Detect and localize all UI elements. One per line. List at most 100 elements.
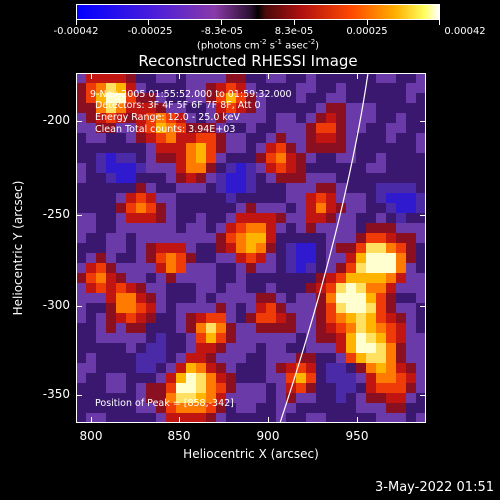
image-pixel bbox=[216, 193, 226, 203]
image-pixel bbox=[216, 323, 226, 333]
image-pixel bbox=[406, 193, 416, 203]
image-pixel bbox=[86, 253, 96, 263]
image-pixel bbox=[296, 323, 306, 333]
image-pixel bbox=[136, 253, 146, 263]
image-pixel bbox=[196, 153, 206, 163]
image-pixel bbox=[266, 183, 276, 193]
image-pixel bbox=[106, 323, 116, 333]
image-pixel bbox=[326, 133, 336, 143]
image-pixel bbox=[356, 203, 366, 213]
image-pixel bbox=[266, 293, 276, 303]
image-pixel bbox=[376, 323, 386, 333]
image-pixel bbox=[176, 353, 186, 363]
image-pixel bbox=[386, 253, 396, 263]
image-pixel bbox=[136, 153, 146, 163]
image-pixel bbox=[126, 303, 136, 313]
image-pixel bbox=[256, 143, 266, 153]
image-pixel bbox=[176, 143, 186, 153]
image-pixel bbox=[76, 403, 86, 413]
colorbar-tick bbox=[294, 20, 295, 25]
image-pixel bbox=[286, 173, 296, 183]
image-pixel bbox=[386, 383, 396, 393]
image-pixel bbox=[326, 213, 336, 223]
colorbar-label: 0.00025 bbox=[346, 26, 388, 37]
image-pixel bbox=[216, 363, 226, 373]
image-pixel bbox=[196, 193, 206, 203]
image-pixel bbox=[166, 263, 176, 273]
image-pixel bbox=[166, 413, 176, 423]
image-pixel bbox=[176, 213, 186, 223]
image-pixel bbox=[126, 103, 136, 113]
image-pixel bbox=[176, 233, 186, 243]
image-pixel bbox=[156, 233, 166, 243]
image-pixel bbox=[196, 343, 206, 353]
image-pixel bbox=[76, 383, 86, 393]
image-pixel bbox=[256, 183, 266, 193]
image-pixel bbox=[346, 313, 356, 323]
image-pixel bbox=[396, 323, 406, 333]
image-pixel bbox=[296, 123, 306, 133]
image-pixel bbox=[116, 353, 126, 363]
image-pixel bbox=[216, 163, 226, 173]
image-pixel bbox=[376, 353, 386, 363]
image-pixel bbox=[296, 293, 306, 303]
image-pixel bbox=[336, 413, 346, 423]
image-pixel bbox=[156, 343, 166, 353]
image-pixel bbox=[326, 263, 336, 273]
image-pixel bbox=[106, 333, 116, 343]
image-pixel bbox=[396, 243, 406, 253]
image-pixel bbox=[376, 203, 386, 213]
image-pixel bbox=[226, 343, 236, 353]
image-pixel bbox=[196, 323, 206, 333]
image-pixel bbox=[106, 363, 116, 373]
image-pixel bbox=[286, 293, 296, 303]
image-pixel bbox=[326, 193, 336, 203]
image-pixel bbox=[396, 343, 406, 353]
image-pixel bbox=[106, 133, 116, 143]
image-pixel bbox=[406, 413, 416, 423]
image-pixel bbox=[146, 293, 156, 303]
image-pixel bbox=[126, 203, 136, 213]
image-pixel bbox=[226, 383, 236, 393]
image-pixel bbox=[156, 413, 166, 423]
image-pixel bbox=[166, 173, 176, 183]
image-pixel bbox=[326, 353, 336, 363]
image-pixel bbox=[186, 293, 196, 303]
image-pixel bbox=[256, 333, 266, 343]
image-pixel bbox=[226, 93, 236, 103]
image-pixel bbox=[246, 363, 256, 373]
image-pixel bbox=[326, 153, 336, 163]
image-pixel bbox=[296, 253, 306, 263]
image-pixel bbox=[296, 223, 306, 233]
image-pixel bbox=[346, 113, 356, 123]
image-pixel bbox=[116, 213, 126, 223]
image-pixel bbox=[236, 343, 246, 353]
image-pixel bbox=[346, 303, 356, 313]
image-pixel bbox=[216, 83, 226, 93]
image-pixel bbox=[196, 353, 206, 363]
image-pixel bbox=[406, 113, 416, 123]
image-pixel bbox=[226, 413, 236, 423]
image-pixel bbox=[136, 323, 146, 333]
image-pixel bbox=[296, 213, 306, 223]
image-pixel bbox=[186, 103, 196, 113]
image-pixel bbox=[116, 193, 126, 203]
image-pixel bbox=[246, 113, 256, 123]
image-pixel bbox=[206, 123, 216, 133]
image-pixel bbox=[376, 343, 386, 353]
image-pixel bbox=[176, 363, 186, 373]
image-pixel bbox=[376, 413, 386, 423]
image-pixel bbox=[266, 233, 276, 243]
image-pixel bbox=[306, 203, 316, 213]
image-pixel bbox=[236, 323, 246, 333]
image-pixel bbox=[166, 303, 176, 313]
image-pixel bbox=[116, 313, 126, 323]
image-pixel bbox=[286, 373, 296, 383]
image-pixel bbox=[246, 193, 256, 203]
image-pixel bbox=[226, 233, 236, 243]
image-pixel bbox=[116, 293, 126, 303]
image-pixel bbox=[96, 253, 106, 263]
image-pixel bbox=[366, 233, 376, 243]
image-pixel bbox=[76, 313, 86, 323]
x-tick bbox=[268, 417, 269, 423]
